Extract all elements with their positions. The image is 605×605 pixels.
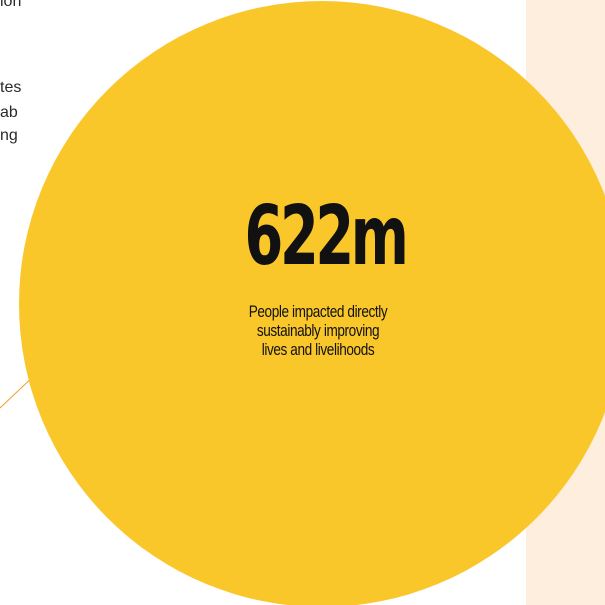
stat-value: 622m [244,189,409,284]
stat-block: 622m People impacted directly sustainabl… [210,189,426,360]
stat-circle [19,1,605,605]
cropped-text-fragment: ion [0,0,22,10]
stat-caption: People impacted directly sustainably imp… [232,302,405,359]
cropped-text-fragment: ng [0,127,18,144]
stat-caption-line: lives and livelihoods [261,340,375,359]
cropped-text-fragment: ab [0,104,18,121]
cropped-text-fragment: tes [0,79,22,96]
stat-caption-line: People impacted directly [248,302,388,321]
stat-caption-line: sustainably improving [256,321,380,340]
